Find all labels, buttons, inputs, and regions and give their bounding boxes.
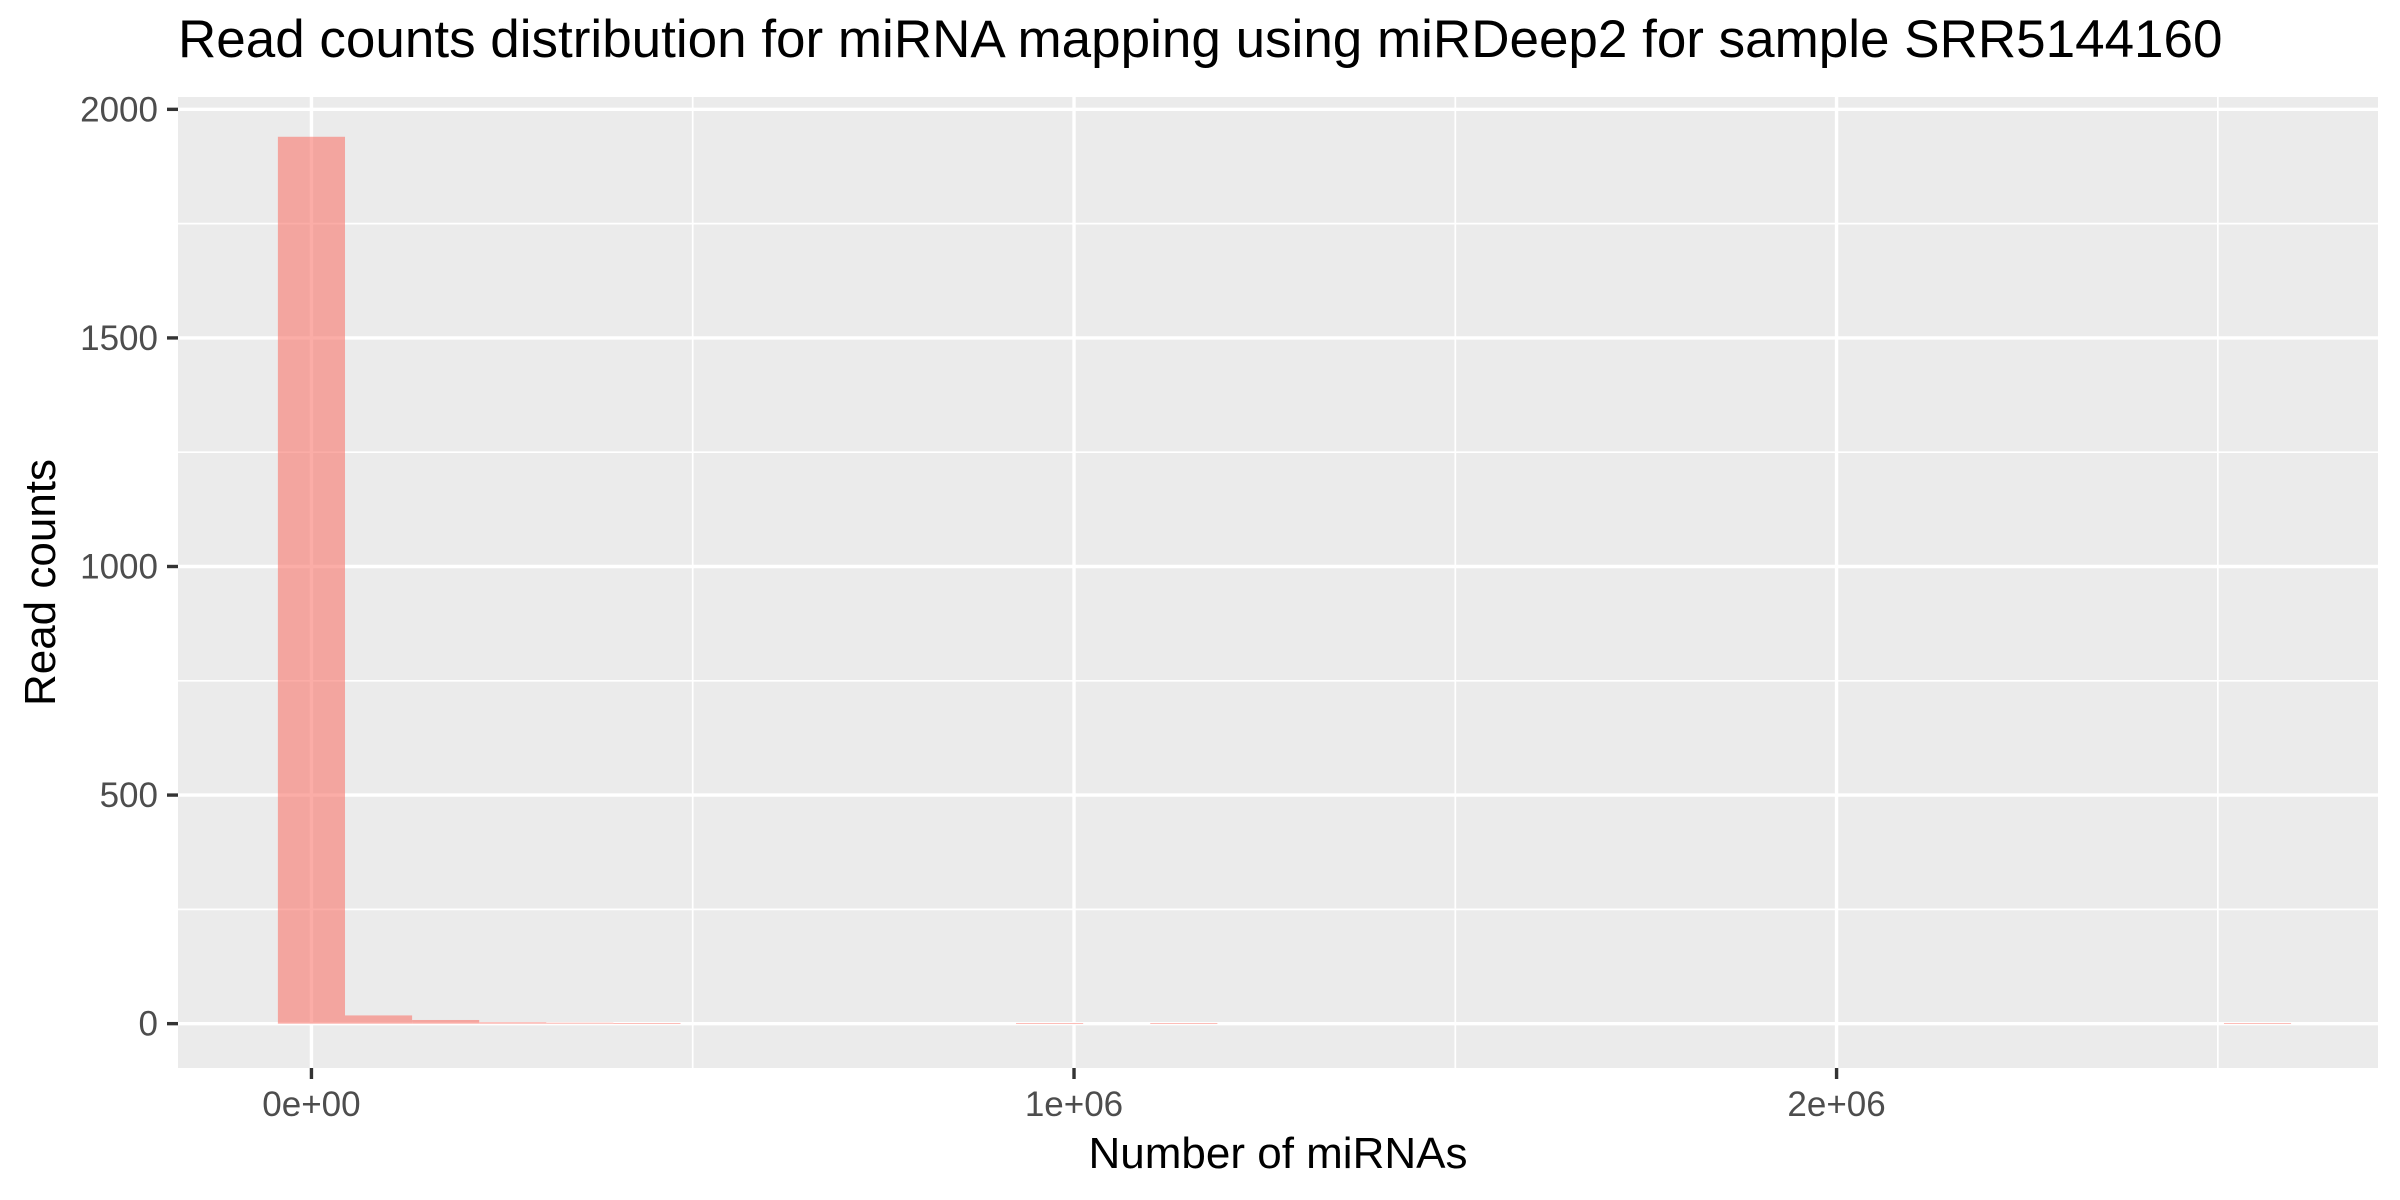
x-tick-label: 2e+06	[1787, 1085, 1885, 1124]
plot-panel	[178, 97, 2378, 1068]
y-tick-label: 1000	[80, 547, 158, 586]
y-tick-label: 0	[139, 1005, 158, 1044]
y-axis: 0 500 1000 1500 2000	[80, 90, 178, 1044]
histogram-bar	[2223, 1023, 2292, 1024]
y-tick-label: 1500	[80, 319, 158, 358]
x-axis-title: Number of miRNAs	[1089, 1129, 1468, 1178]
x-tick-label: 1e+06	[1025, 1085, 1123, 1124]
y-tick-label: 2000	[80, 90, 158, 129]
histogram-bar	[412, 1019, 480, 1024]
histogram-bar	[479, 1022, 547, 1024]
x-axis: 0e+00 1e+06 2e+06	[262, 1068, 1886, 1124]
histogram-bar	[277, 136, 346, 1024]
x-tick-label: 0e+00	[262, 1085, 360, 1124]
minor-gridlines	[178, 97, 2378, 1068]
chart-title: Read counts distribution for miRNA mappi…	[178, 10, 2223, 69]
y-tick-label: 500	[100, 776, 158, 815]
histogram-bar	[613, 1023, 681, 1024]
histogram-bars	[277, 136, 2292, 1024]
histogram-bar	[345, 1015, 413, 1024]
histogram-bar	[546, 1022, 614, 1024]
y-axis-title: Read counts	[16, 459, 65, 706]
histogram-bar	[1016, 1023, 1084, 1024]
histogram-bar	[1150, 1023, 1218, 1024]
